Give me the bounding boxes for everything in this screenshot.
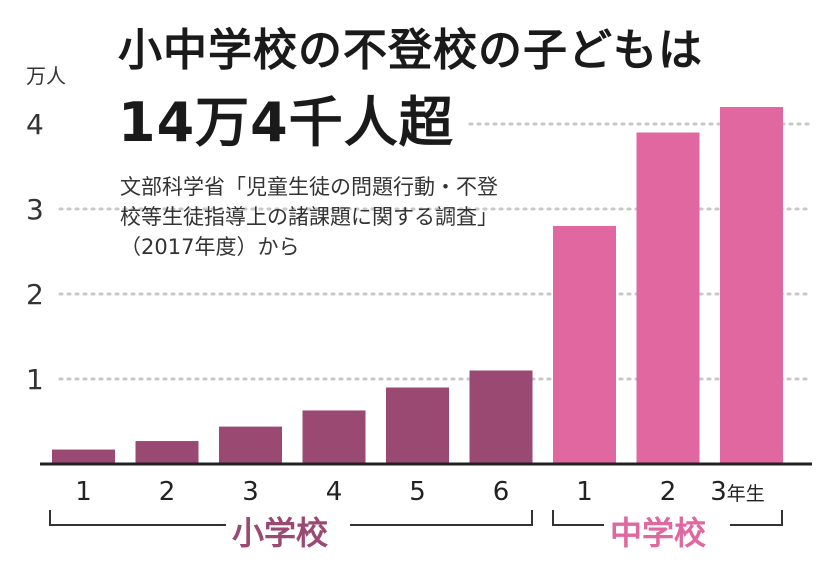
x-tick-label: 2 [660, 477, 677, 507]
group-label-primary-school: 小学校 [232, 514, 329, 552]
bar [636, 132, 700, 464]
bar [553, 226, 616, 464]
x-tick-label: 3 [242, 477, 259, 507]
y-tick-label: 3 [26, 193, 44, 226]
chart-title-line1: 小中学校の不登校の子どもは [118, 25, 703, 76]
bars [52, 107, 783, 464]
x-tick-label: 5 [409, 477, 426, 507]
bar [52, 449, 115, 464]
bar [386, 387, 449, 464]
x-tick-labels: 1 2 3 4 5 6 1 2 3年生 [75, 477, 765, 507]
x-tick-label: 4 [326, 477, 343, 507]
x-tick-label: 2 [159, 477, 176, 507]
bar [720, 107, 783, 464]
x-tick-label: 6 [493, 477, 510, 507]
y-tick-labels: 1 2 3 4 [26, 108, 44, 396]
x-tick-label: 1 [75, 477, 92, 507]
bar [219, 426, 282, 464]
source-note: 文部科学省「児童生徒の問題行動・不登校等生徒指導上の諸課題に関する調査」（201… [120, 175, 498, 259]
y-axis-unit-label: 万人 [26, 64, 66, 88]
y-tick-label: 4 [26, 108, 44, 141]
bar [135, 441, 199, 464]
group-bracket [49, 510, 533, 526]
y-tick-label: 2 [26, 278, 44, 311]
group-brackets [49, 510, 783, 526]
x-tick-label: 1 [576, 477, 593, 507]
x-tick-label: 3年生 [710, 477, 765, 507]
bar [469, 370, 533, 464]
y-tick-label: 1 [26, 363, 44, 396]
group-bracket [552, 510, 783, 526]
bar [302, 410, 366, 464]
chart-title-line2: 14万4千人超 [118, 91, 454, 154]
group-label-middle-school: 中学校 [610, 514, 707, 552]
